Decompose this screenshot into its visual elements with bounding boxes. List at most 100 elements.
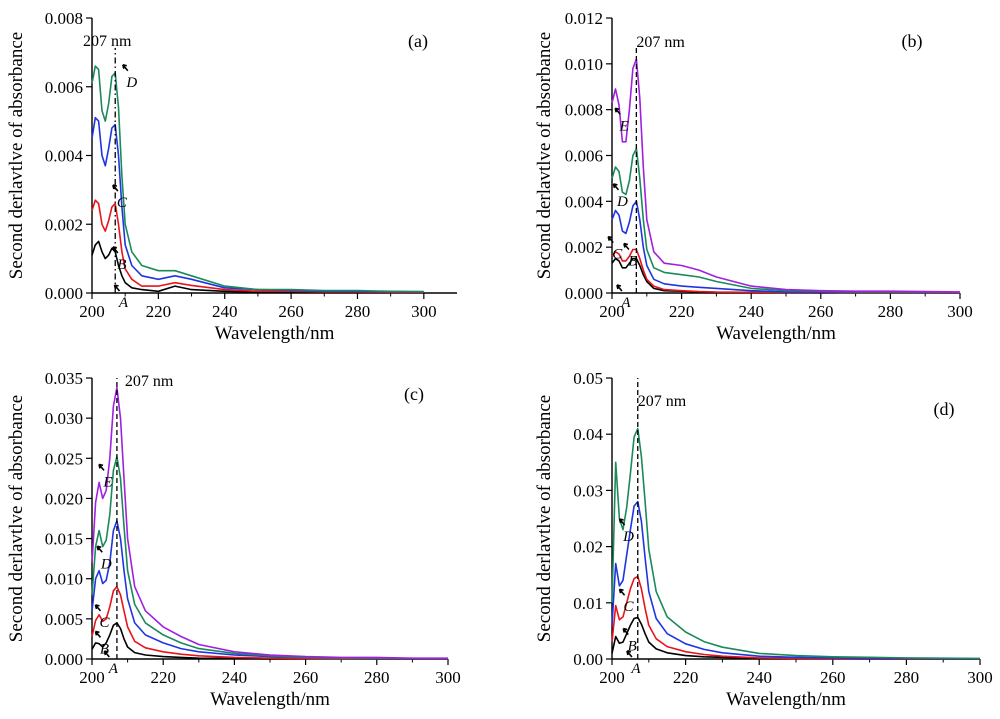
x-tick-label: 240 xyxy=(738,302,764,321)
x-tick-label: 240 xyxy=(746,668,772,687)
x-tick-label: 220 xyxy=(146,302,172,321)
curve-label-B: B xyxy=(628,254,637,270)
x-tick-label: 260 xyxy=(278,302,304,321)
y-tick-label: 0.002 xyxy=(565,238,603,257)
y-tick-label: 0.020 xyxy=(45,489,83,508)
curve-label-arrow xyxy=(618,518,626,526)
curve-label-arrow xyxy=(103,650,110,658)
y-tick-label: 0.04 xyxy=(573,425,603,444)
series-line-E xyxy=(611,58,961,293)
series-line-A xyxy=(91,622,448,660)
curve-label-B: B xyxy=(100,641,109,657)
y-tick-label: 0.006 xyxy=(45,78,83,97)
y-tick-label: 0.000 xyxy=(45,284,83,303)
x-tick-label: 280 xyxy=(894,668,920,687)
y-tick-label: 0.004 xyxy=(565,192,604,211)
y-tick-label: 0.025 xyxy=(45,449,83,468)
y-tick-label: 0.008 xyxy=(565,101,603,120)
series-line-B xyxy=(91,199,424,294)
series-line-D xyxy=(91,65,424,293)
curve-label-B: B xyxy=(628,639,637,655)
y-axis-title: Second derlavtlve of absorbance xyxy=(6,32,27,279)
x-tick-label: 200 xyxy=(599,668,625,687)
x-tick-label: 200 xyxy=(599,302,625,321)
curve-label-A: A xyxy=(118,295,129,311)
chart-panel-2: 200 220 240 260 280 300 0.000 0.002 0.004 0.006 0.… xyxy=(534,9,973,344)
curve-label-C: C xyxy=(612,247,623,263)
curve-label-A: A xyxy=(630,661,641,677)
curve-label-A: A xyxy=(620,295,631,311)
y-tick-label: 0.008 xyxy=(45,9,83,28)
curve-label-C: C xyxy=(99,615,110,631)
curve-label-E: E xyxy=(619,118,629,134)
y-tick-label: 0.000 xyxy=(565,284,603,303)
x-tick-label: 260 xyxy=(820,668,846,687)
y-tick-label: 0.02 xyxy=(573,538,603,557)
curve-label-arrow xyxy=(612,183,620,191)
x-tick-label: 260 xyxy=(293,668,319,687)
x-tick-label: 240 xyxy=(222,668,248,687)
curve-label-arrow xyxy=(98,463,105,471)
series-line-C xyxy=(611,200,960,294)
series-line-D xyxy=(611,427,981,660)
curve-label-D: D xyxy=(616,194,628,210)
x-tick-label: 240 xyxy=(212,302,238,321)
x-tick-label: 220 xyxy=(150,668,176,687)
reference-line-label: 207 nm xyxy=(125,373,174,390)
curve-label-arrow xyxy=(623,242,630,251)
panel-label: (c) xyxy=(404,384,424,405)
curve-label-arrow xyxy=(94,630,102,638)
curve-label-D: D xyxy=(125,75,137,91)
series-line-C xyxy=(611,500,981,660)
y-tick-label: 0.010 xyxy=(45,570,83,589)
y-tick-label: 0.005 xyxy=(45,610,83,629)
y-tick-label: 0.002 xyxy=(45,215,83,234)
x-tick-label: 260 xyxy=(808,302,834,321)
curve-label-arrow xyxy=(614,107,621,115)
panel-label: (b) xyxy=(902,31,923,52)
curve-label-E: E xyxy=(102,474,112,490)
panel-label: (a) xyxy=(408,31,428,52)
chart-panel-4: 200 220 240 260 280 300 0.00 0.01 0.02 0.03 0.04 0.… xyxy=(534,369,993,710)
curve-label-arrow xyxy=(94,604,102,612)
y-tick-label: 0.030 xyxy=(45,409,83,428)
y-tick-label: 0.000 xyxy=(45,650,83,669)
curve-label-arrow xyxy=(607,235,614,244)
y-axis-title: Second derlavtlve of absorbance xyxy=(6,395,27,642)
x-axis-title: Wavelength/nm xyxy=(210,689,330,710)
curve-label-arrow xyxy=(622,627,629,636)
y-tick-label: 0.03 xyxy=(573,481,603,500)
curve-label-A: A xyxy=(108,661,119,677)
y-tick-label: 0.05 xyxy=(573,369,603,388)
x-tick-label: 280 xyxy=(364,668,390,687)
y-tick-label: 0.004 xyxy=(45,147,84,166)
y-tick-label: 0.01 xyxy=(573,594,603,613)
curve-label-C: C xyxy=(624,599,635,615)
curve-label-arrow xyxy=(618,588,626,596)
y-tick-label: 0.006 xyxy=(565,147,603,166)
series-line-A xyxy=(611,616,980,660)
x-tick-label: 300 xyxy=(967,668,993,687)
x-tick-label: 300 xyxy=(411,302,437,321)
reference-line-label: 207 nm xyxy=(638,393,687,410)
series-line-B xyxy=(611,248,961,294)
series-line-D xyxy=(91,455,449,660)
reference-line-label: 207 nm xyxy=(83,33,132,50)
x-axis-title: Wavelength/nm xyxy=(716,323,836,344)
x-tick-label: 200 xyxy=(79,668,105,687)
curve-label-arrow xyxy=(122,63,129,72)
y-tick-label: 0.00 xyxy=(573,650,603,669)
y-tick-label: 0.010 xyxy=(565,55,603,74)
x-tick-label: 280 xyxy=(345,302,371,321)
series-line-E xyxy=(91,386,448,659)
x-tick-label: 220 xyxy=(673,668,699,687)
curve-label-arrow xyxy=(616,284,623,292)
curve-label-D: D xyxy=(100,556,112,572)
curve-label-B: B xyxy=(117,257,126,273)
panel-label: (d) xyxy=(934,399,955,420)
curve-label-arrow xyxy=(626,650,633,658)
x-tick-label: 200 xyxy=(79,302,105,321)
chart-panel-1: 200 220 240 260 280 300 0.000 0.002 0.004 0.006 0.… xyxy=(6,9,457,344)
x-tick-label: 300 xyxy=(947,302,973,321)
